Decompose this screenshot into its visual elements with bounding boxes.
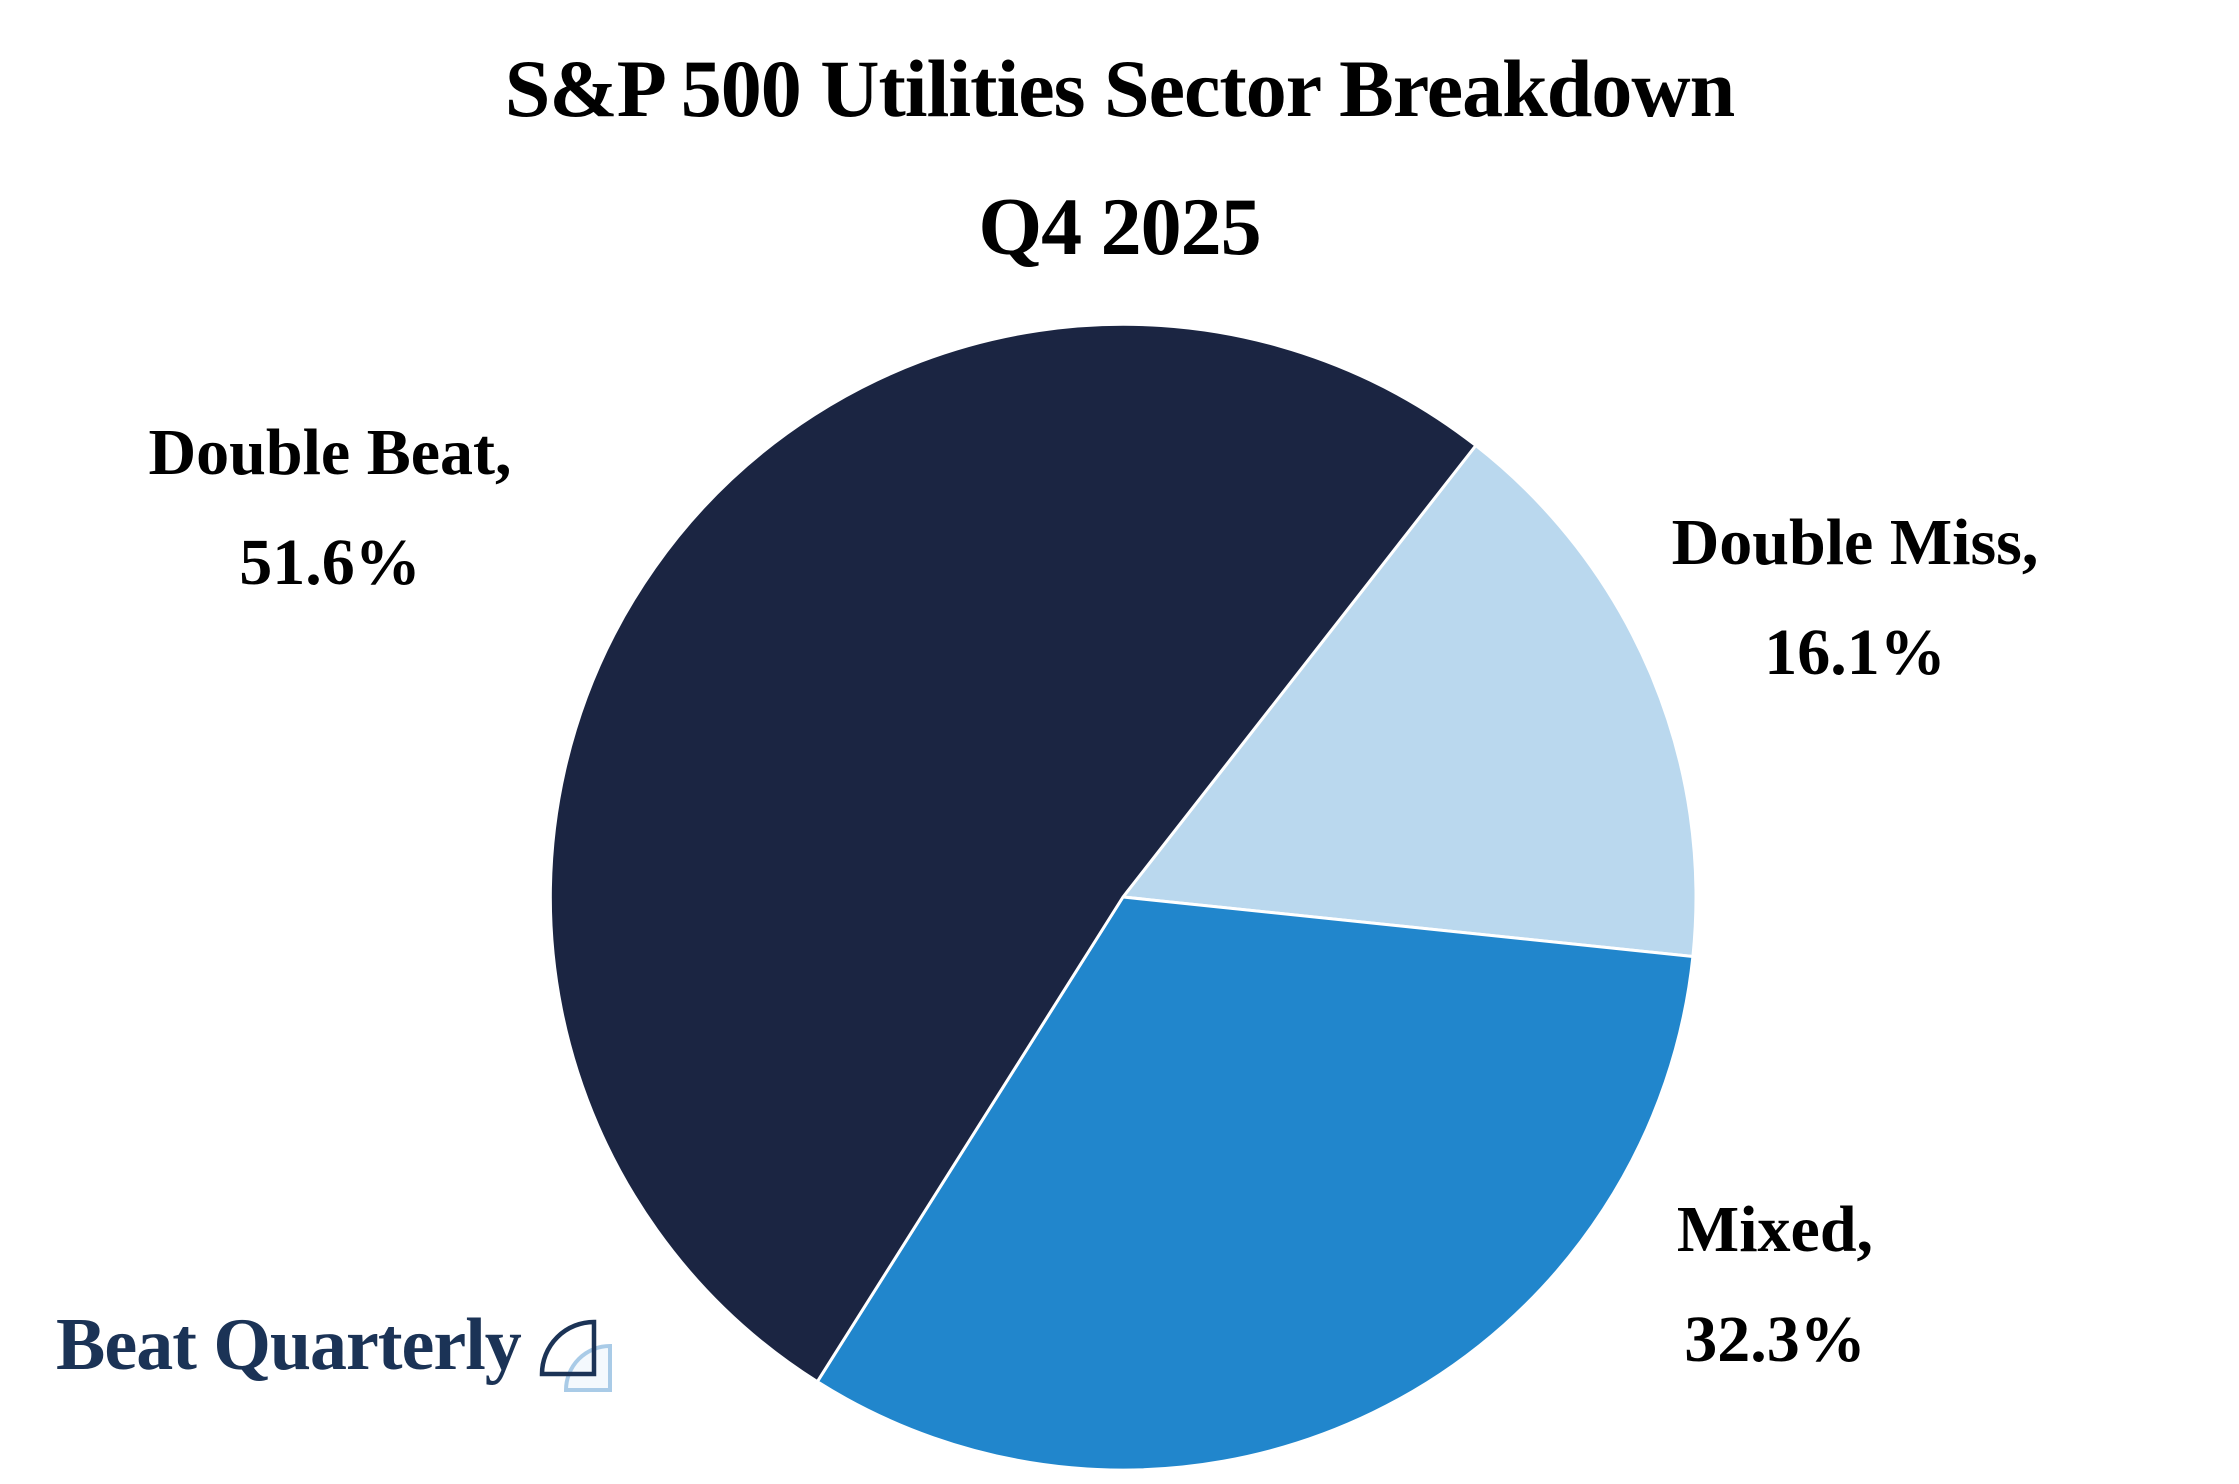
quarter-circle-logo-icon — [539, 1319, 612, 1392]
pie-label-double-miss-value: 16.1% — [1764, 616, 1946, 689]
quarter-circle-light — [563, 1343, 612, 1392]
pie-label-mixed-value: 32.3% — [1684, 1303, 1866, 1376]
chart-title: S&P 500 Utilities Sector Breakdown Q4 20… — [0, 20, 2239, 296]
beat-quarterly-logo-text: Beat Quarterly — [56, 1304, 522, 1386]
pie-slice-mixed — [815, 895, 1695, 1472]
pie-label-mixed: Mixed, 32.3% — [1677, 1175, 1873, 1395]
pie-label-double-miss: Double Miss, 16.1% — [1672, 488, 2039, 708]
chart-title-line2: Q4 2025 — [978, 181, 1261, 272]
pie-label-double-beat: Double Beat, 51.6% — [149, 398, 512, 618]
pie-label-double-beat-name: Double Beat, — [148, 416, 512, 489]
pie-label-double-miss-name: Double Miss, — [1671, 506, 2039, 579]
pie-slice-double-miss — [1121, 444, 1698, 958]
quarter-circle-dark — [539, 1319, 597, 1377]
pie-label-double-beat-value: 51.6% — [239, 526, 421, 599]
chart-title-line1: S&P 500 Utilities Sector Breakdown — [504, 43, 1735, 134]
pie-slice-double-beat — [548, 322, 1478, 1384]
pie-label-mixed-name: Mixed, — [1676, 1193, 1874, 1266]
